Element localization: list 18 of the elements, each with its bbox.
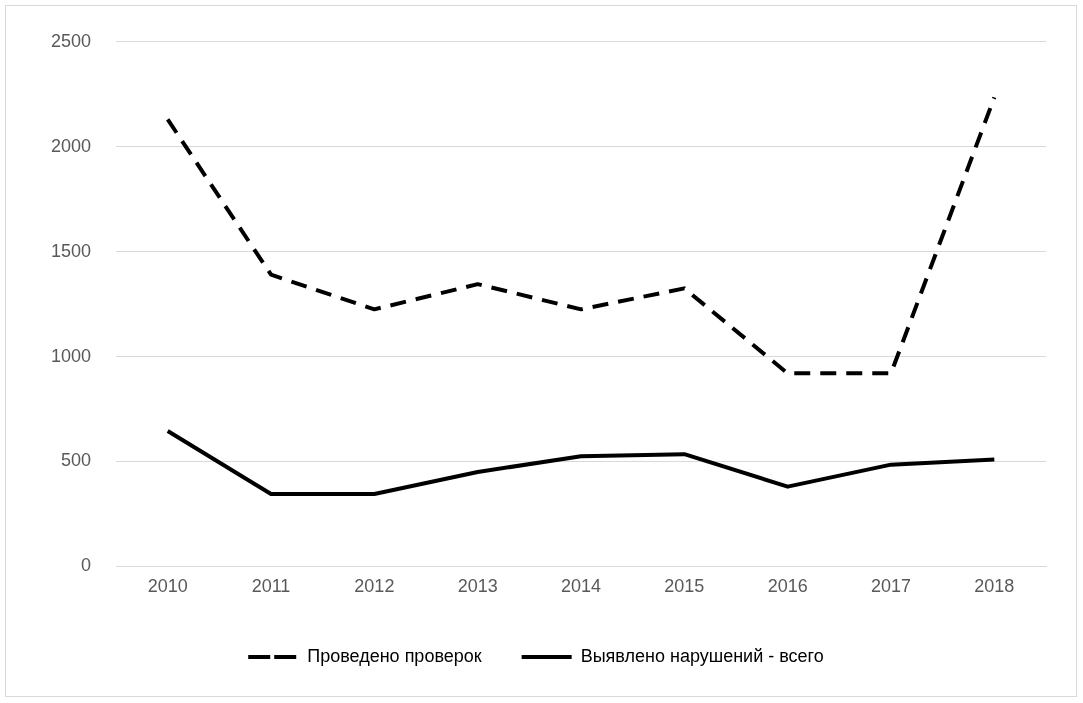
y-tick-label: 2000 [51, 135, 92, 156]
x-tick-label: 2010 [147, 576, 188, 597]
y-tick-label: 2500 [51, 30, 92, 51]
line-series [165, 95, 997, 376]
x-tick-label: 2015 [664, 576, 705, 597]
x-tick-label: 2014 [561, 576, 602, 597]
y-tick-label: 0 [81, 555, 92, 576]
y-tick-label: 1500 [51, 240, 92, 261]
legend-label: Проведено проверок [307, 645, 482, 666]
x-tick-label: 2016 [767, 576, 808, 597]
x-tick-label: 2011 [251, 576, 291, 597]
x-tick-label: 2018 [974, 576, 1015, 597]
y-tick-label: 1000 [51, 345, 92, 366]
y-tick-label: 500 [61, 450, 92, 471]
x-tick-label: 2012 [354, 576, 395, 597]
legend-label: Выявлено нарушений - всего [580, 645, 824, 666]
x-tick-label: 2017 [870, 576, 912, 597]
x-tick-label: 2013 [457, 576, 498, 597]
